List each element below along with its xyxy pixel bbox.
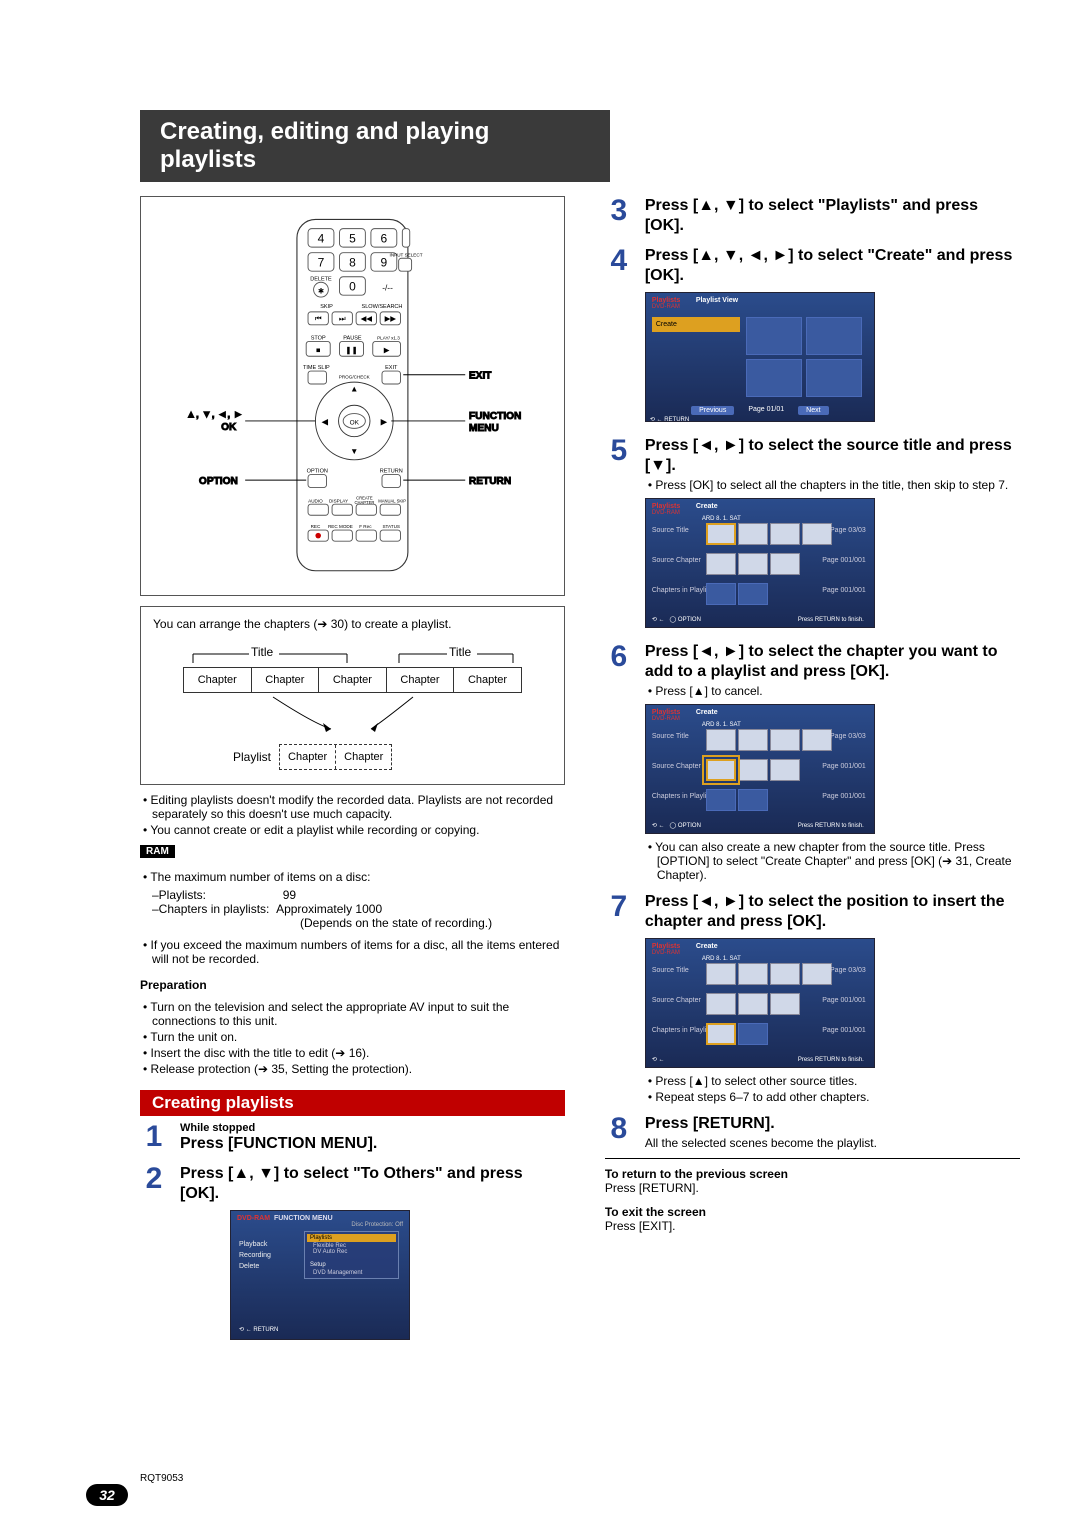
svg-text:■: ■ [316, 346, 321, 355]
key-4: 4 [318, 232, 325, 246]
creating-playlists-bar: Creating playlists [140, 1090, 565, 1116]
svg-text:OK: OK [221, 422, 237, 433]
screenshot-create-3: Playlists Create DVD-RAM ARD 8. 1. SAT S… [645, 938, 875, 1068]
screenshot-function-menu: DVD-RAM FUNCTION MENU Disc Protection: O… [230, 1210, 410, 1340]
svg-text:F Rec: F Rec [359, 524, 372, 529]
svg-text:MENU: MENU [469, 423, 499, 434]
svg-text:▶: ▶ [381, 417, 388, 427]
svg-text:DISPLAY: DISPLAY [329, 498, 348, 503]
step-5: 5 Press [◄, ►] to select the source titl… [605, 436, 1020, 634]
svg-text:MANUAL SKIP: MANUAL SKIP [378, 498, 406, 503]
svg-text:SKIP: SKIP [320, 304, 333, 310]
svg-text:FUNCTION: FUNCTION [469, 411, 521, 422]
svg-text:RETURN: RETURN [380, 469, 403, 475]
step-3: 3 Press [▲, ▼] to select "Playlists" and… [605, 196, 1020, 238]
svg-text:PROG/CHECK: PROG/CHECK [339, 374, 371, 379]
screenshot-create-2: Playlists Create DVD-RAM ARD 8. 1. SAT S… [645, 704, 875, 834]
svg-text:9: 9 [381, 256, 388, 270]
svg-text:EXIT: EXIT [385, 365, 398, 371]
remote-diagram: 4 5 6 7 8 9 INPUT SELECT DELETE [140, 196, 565, 596]
svg-text:⏭: ⏭ [339, 314, 346, 323]
svg-text:▶: ▶ [384, 346, 390, 355]
svg-text:INPUT SELECT: INPUT SELECT [390, 252, 423, 257]
svg-text:OK: OK [350, 420, 360, 427]
exit-note: To exit the screen Press [EXIT]. [605, 1205, 1020, 1233]
footer-code: RQT9053 [140, 1473, 183, 1484]
step-1: 1 While stopped Press [FUNCTION MENU]. [140, 1122, 565, 1156]
svg-text:◀◀: ◀◀ [361, 314, 373, 323]
svg-text:STOP: STOP [311, 336, 326, 342]
svg-text:✱: ✱ [318, 286, 324, 295]
svg-text:STATUS: STATUS [382, 524, 400, 529]
svg-text:-/--: -/-- [382, 283, 393, 293]
screenshot-create-1: Playlists Create DVD-RAM ARD 8. 1. SAT S… [645, 498, 875, 628]
chapter-diagram: You can arrange the chapters (➔ 30) to c… [140, 606, 565, 785]
key-5: 5 [349, 232, 356, 246]
key-6: 6 [381, 232, 388, 246]
page-number: 32 [86, 1484, 128, 1506]
svg-text:8: 8 [349, 256, 356, 270]
page-title: Creating, editing and playing playlists [140, 110, 610, 182]
step-8: 8 Press [RETURN]. All the selected scene… [605, 1114, 1020, 1150]
svg-text:⏮: ⏮ [315, 314, 322, 323]
svg-text:▲: ▲ [350, 383, 358, 393]
svg-text:◀: ◀ [321, 417, 328, 427]
svg-text:❚❚: ❚❚ [345, 346, 357, 355]
preparation-heading: Preparation [140, 978, 565, 992]
svg-text:OPTION: OPTION [199, 476, 238, 487]
preparation-list: Turn on the television and select the ap… [140, 1000, 565, 1076]
svg-text:SLOW/SEARCH: SLOW/SEARCH [362, 304, 403, 310]
svg-text:REC MODE: REC MODE [328, 524, 353, 529]
svg-text:DELETE: DELETE [310, 276, 332, 282]
step-7: 7 Press [◄, ►] to select the position to… [605, 892, 1020, 1106]
svg-text:AUDIO: AUDIO [308, 498, 323, 503]
svg-text:REC: REC [311, 524, 321, 529]
svg-text:PLAY/ x1.3: PLAY/ x1.3 [377, 336, 400, 341]
svg-text:EXIT: EXIT [469, 370, 492, 381]
step-4: 4 Press [▲, ▼, ◄, ►] to select "Create" … [605, 246, 1020, 428]
svg-text:PAUSE: PAUSE [343, 336, 362, 342]
svg-text:0: 0 [349, 280, 356, 294]
diagram-notes: Editing playlists doesn't modify the rec… [140, 793, 565, 837]
svg-text:▲, ▼, ◄, ►: ▲, ▼, ◄, ► [186, 409, 243, 420]
svg-text:OPTION: OPTION [307, 469, 328, 475]
ram-section: RAM The maximum number of items on a dis… [140, 841, 565, 966]
return-note: To return to the previous screen Press [… [605, 1167, 1020, 1195]
step-2: 2 Press [▲, ▼] to select "To Others" and… [140, 1164, 565, 1346]
step-6: 6 Press [◄, ►] to select the chapter you… [605, 642, 1020, 884]
svg-text:7: 7 [318, 256, 325, 270]
screenshot-playlist-view: Playlists Playlist View DVD-RAM Create P… [645, 292, 875, 422]
svg-text:▶▶: ▶▶ [385, 314, 397, 323]
svg-text:TIME SLIP: TIME SLIP [303, 365, 330, 371]
svg-text:▼: ▼ [350, 446, 358, 456]
svg-text:RETURN: RETURN [469, 476, 511, 487]
